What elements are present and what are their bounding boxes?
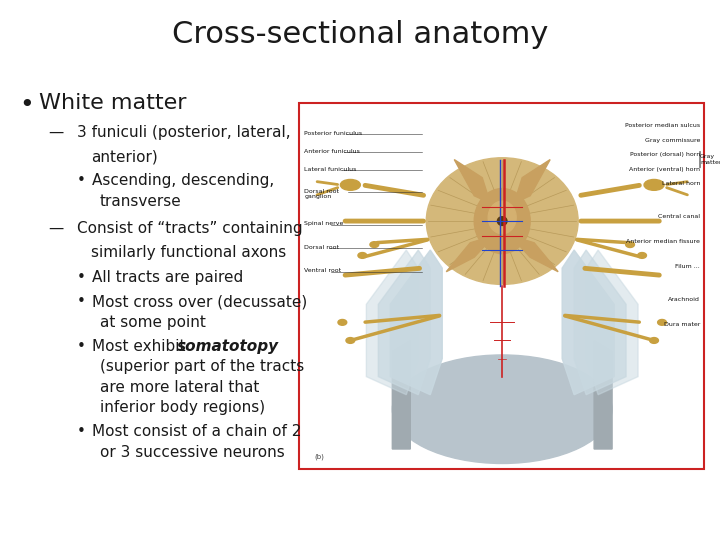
Text: Lateral funiculus: Lateral funiculus: [305, 167, 357, 172]
Text: •: •: [77, 424, 86, 439]
Text: Dorsal root: Dorsal root: [305, 245, 339, 249]
Text: Most cross over (decussate): Most cross over (decussate): [92, 294, 307, 309]
Text: Most exhibit: Most exhibit: [92, 339, 191, 354]
Ellipse shape: [644, 179, 664, 190]
Text: Posterior median sulcus: Posterior median sulcus: [625, 123, 700, 129]
Text: Arachnoid: Arachnoid: [668, 297, 700, 302]
Text: Ventral root: Ventral root: [305, 268, 341, 273]
Ellipse shape: [370, 242, 379, 247]
Polygon shape: [510, 235, 558, 272]
Ellipse shape: [626, 242, 634, 247]
Polygon shape: [574, 250, 626, 395]
Text: Dura mater: Dura mater: [664, 322, 700, 327]
Text: 3 funiculi (posterior, lateral,: 3 funiculi (posterior, lateral,: [77, 125, 290, 140]
Text: Anterior (ventral) horn: Anterior (ventral) horn: [629, 167, 700, 172]
Text: Most consist of a chain of 2: Most consist of a chain of 2: [92, 424, 302, 439]
Text: •: •: [77, 339, 86, 354]
Ellipse shape: [392, 355, 612, 463]
Text: Anterior median fissure: Anterior median fissure: [626, 239, 700, 244]
Text: (b): (b): [315, 454, 324, 460]
Text: Posterior funiculus: Posterior funiculus: [305, 131, 363, 136]
Ellipse shape: [638, 253, 647, 258]
Polygon shape: [392, 340, 410, 449]
Text: Lateral horn: Lateral horn: [662, 181, 700, 186]
Ellipse shape: [358, 253, 366, 258]
Text: inferior body regions): inferior body regions): [99, 400, 265, 415]
Text: Gray
matter: Gray matter: [700, 154, 720, 165]
Text: Filum ...: Filum ...: [675, 265, 700, 269]
Text: somatotopy: somatotopy: [177, 339, 279, 354]
Polygon shape: [562, 250, 614, 395]
Text: Anterior funiculus: Anterior funiculus: [305, 148, 360, 154]
Circle shape: [498, 217, 507, 225]
Text: Spinal nerve: Spinal nerve: [305, 221, 343, 226]
Text: Consist of “tracts” containing: Consist of “tracts” containing: [77, 220, 302, 235]
Text: or 3 successive neurons: or 3 successive neurons: [99, 444, 284, 460]
Polygon shape: [390, 250, 442, 395]
Ellipse shape: [488, 201, 516, 234]
Text: anterior): anterior): [91, 149, 158, 164]
Bar: [299, 104, 704, 469]
Text: are more lateral that: are more lateral that: [99, 380, 259, 395]
Ellipse shape: [649, 338, 659, 343]
Ellipse shape: [474, 188, 530, 254]
Ellipse shape: [426, 158, 578, 285]
Polygon shape: [586, 250, 638, 395]
Text: —: —: [48, 125, 63, 140]
Ellipse shape: [338, 320, 347, 325]
Polygon shape: [514, 159, 550, 203]
Ellipse shape: [346, 338, 355, 343]
Polygon shape: [454, 159, 490, 203]
Text: Ascending, descending,: Ascending, descending,: [92, 173, 275, 188]
Text: (superior part of the tracts: (superior part of the tracts: [99, 359, 304, 374]
Text: •: •: [77, 173, 86, 188]
Text: All tracts are paired: All tracts are paired: [92, 270, 244, 285]
Text: similarly functional axons: similarly functional axons: [91, 245, 287, 260]
Text: •: •: [77, 270, 86, 285]
Text: Dorsal root
ganglion: Dorsal root ganglion: [305, 188, 339, 199]
Polygon shape: [594, 340, 612, 449]
Text: Central canal: Central canal: [658, 214, 700, 219]
Text: at some point: at some point: [99, 315, 205, 329]
Ellipse shape: [341, 179, 360, 190]
Text: White matter: White matter: [40, 93, 187, 113]
Text: transverse: transverse: [99, 194, 181, 209]
Text: •: •: [77, 294, 86, 309]
Text: —: —: [48, 220, 63, 235]
Text: Posterior (dorsal) horn: Posterior (dorsal) horn: [630, 152, 700, 157]
Ellipse shape: [657, 320, 667, 325]
Text: Gray commissure: Gray commissure: [644, 138, 700, 143]
Text: •: •: [19, 93, 34, 117]
Text: Cross-sectional anatomy: Cross-sectional anatomy: [172, 20, 548, 49]
Polygon shape: [446, 235, 494, 272]
Polygon shape: [366, 250, 418, 395]
Polygon shape: [378, 250, 431, 395]
